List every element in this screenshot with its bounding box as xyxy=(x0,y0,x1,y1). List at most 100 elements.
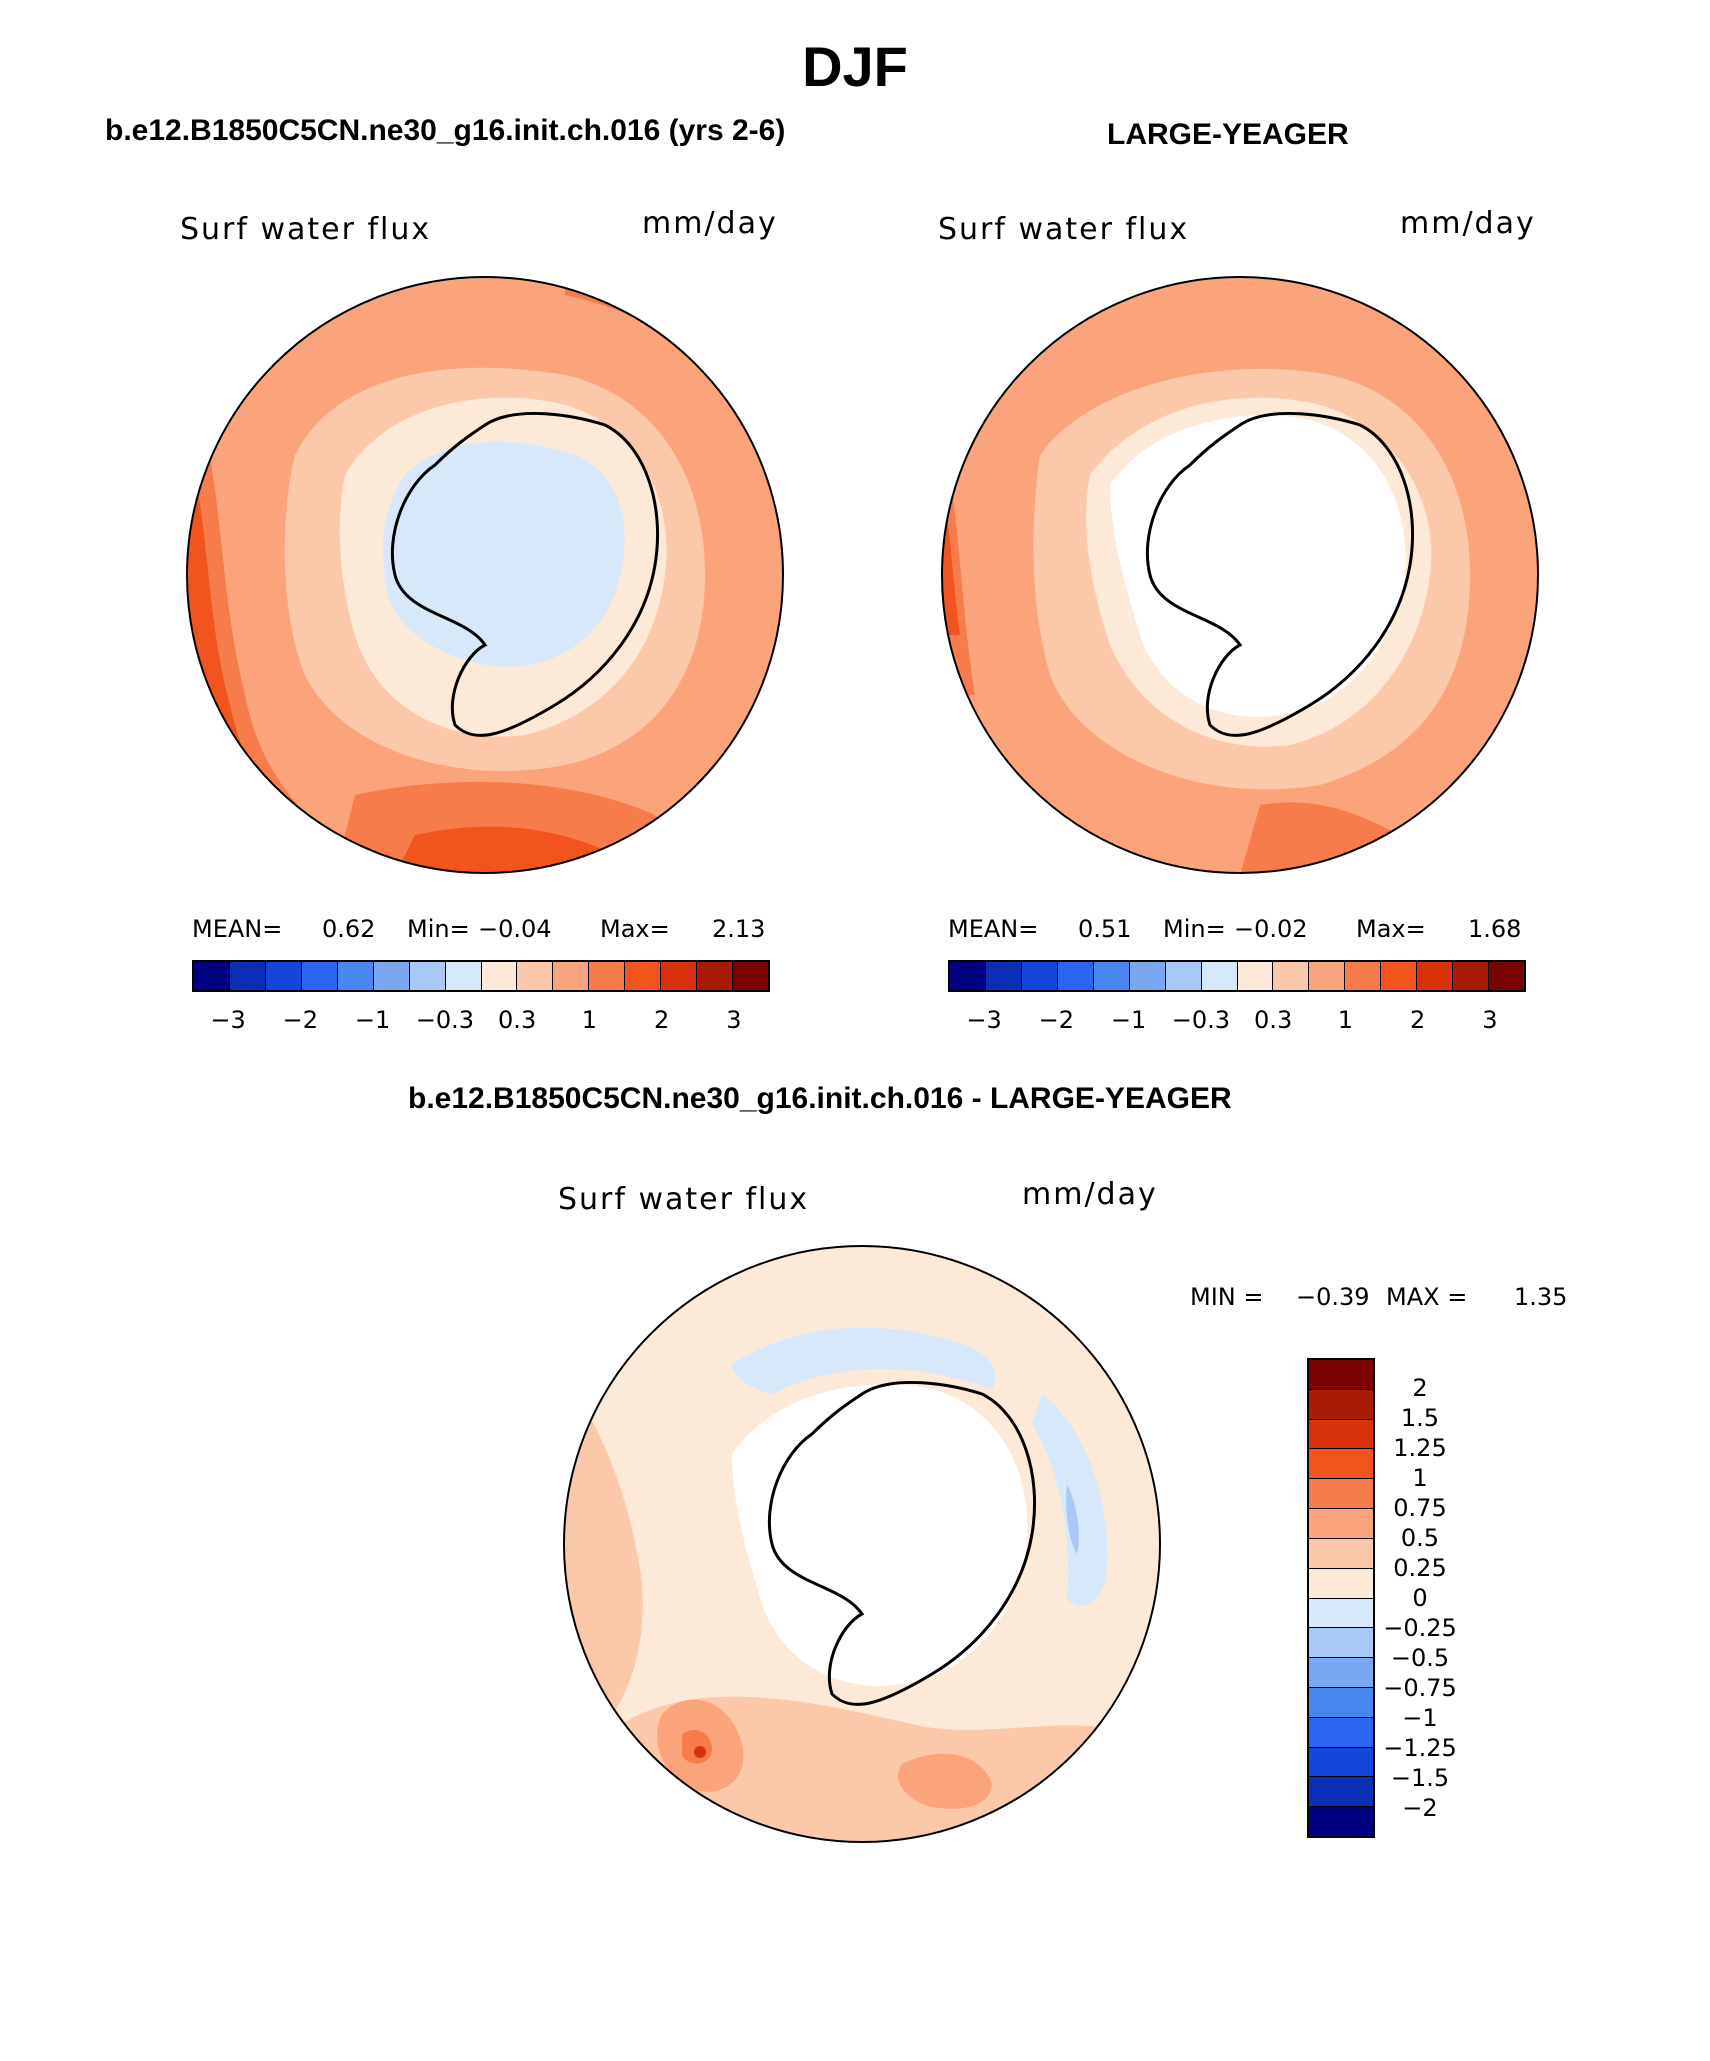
colorbar-tick-label: 0.75 xyxy=(1393,1494,1447,1522)
colorbar-tick-label: 1.25 xyxy=(1393,1434,1447,1462)
colorbar-tick-label: 0.5 xyxy=(1400,1524,1440,1552)
diff-stats-max: 1.35 xyxy=(1514,1283,1568,1311)
colorbar-box-5 xyxy=(1129,962,1166,990)
colorbar-box-3 xyxy=(1057,962,1094,990)
colorbar-tick-label: −2 xyxy=(282,1006,319,1034)
right-polar-map xyxy=(941,276,1539,874)
colorbar-tick-label: 0.3 xyxy=(498,1006,537,1034)
colorbar-box-8 xyxy=(1309,1598,1373,1629)
colorbar-tick-label: −1.5 xyxy=(1390,1764,1450,1792)
left-stats-max: 2.13 xyxy=(712,915,766,943)
colorbar-box-9 xyxy=(1273,962,1310,990)
colorbar-tick-label: −0.3 xyxy=(1171,1006,1231,1034)
colorbar-box-13 xyxy=(1309,1747,1373,1778)
colorbar-box-14 xyxy=(697,962,734,990)
left-units-label: mm/day xyxy=(642,206,778,241)
right-stats-max-label: Max= xyxy=(1356,915,1426,943)
colorbar-box-4 xyxy=(1093,962,1130,990)
colorbar-tick-label: 1 xyxy=(1412,1464,1428,1492)
left-stats-min: −0.04 xyxy=(478,915,552,943)
colorbar-tick-label: 1 xyxy=(581,1006,598,1034)
left-stats-min-label: Min= xyxy=(407,915,470,943)
left-colorbar xyxy=(192,960,770,992)
colorbar-tick-label: 2 xyxy=(1409,1006,1426,1034)
colorbar-box-6 xyxy=(409,962,446,990)
colorbar-tick-label: −0.5 xyxy=(1390,1644,1450,1672)
colorbar-box-11 xyxy=(589,962,626,990)
colorbar-box-10 xyxy=(1309,962,1346,990)
colorbar-box-15 xyxy=(733,962,768,990)
colorbar-box-7 xyxy=(445,962,482,990)
colorbar-box-0 xyxy=(950,962,986,990)
colorbar-box-12 xyxy=(1381,962,1418,990)
left-polar-map xyxy=(186,276,784,874)
colorbar-tick-label: 0 xyxy=(1412,1584,1428,1612)
colorbar-tick-label: −1.25 xyxy=(1383,1734,1457,1762)
colorbar-tick-label: −0.75 xyxy=(1383,1674,1457,1702)
diff-panel-title: b.e12.B1850C5CN.ne30_g16.init.ch.016 - L… xyxy=(408,1082,1232,1115)
left-stats-mean: 0.62 xyxy=(322,915,376,943)
colorbar-box-9 xyxy=(517,962,554,990)
colorbar-box-3 xyxy=(301,962,338,990)
colorbar-tick-label: −0.25 xyxy=(1383,1614,1457,1642)
colorbar-box-15 xyxy=(1309,1807,1373,1836)
colorbar-tick-label: −3 xyxy=(966,1006,1002,1034)
colorbar-box-1 xyxy=(985,962,1022,990)
colorbar-box-11 xyxy=(1345,962,1382,990)
colorbar-box-9 xyxy=(1309,1628,1373,1659)
colorbar-tick-label: −1 xyxy=(1110,1006,1147,1034)
colorbar-box-13 xyxy=(1417,962,1454,990)
diff-stats-min-label: MIN = xyxy=(1190,1283,1264,1311)
diff-variable-label: Surf water flux xyxy=(558,1182,810,1217)
colorbar-box-14 xyxy=(1453,962,1490,990)
colorbar-box-1 xyxy=(1309,1389,1373,1420)
diff-units-label: mm/day xyxy=(1022,1177,1158,1212)
colorbar-tick-label: 2 xyxy=(1412,1374,1428,1402)
colorbar-tick-label: −2 xyxy=(1038,1006,1075,1034)
colorbar-box-14 xyxy=(1309,1777,1373,1808)
colorbar-box-12 xyxy=(625,962,662,990)
colorbar-box-8 xyxy=(481,962,518,990)
colorbar-box-10 xyxy=(553,962,590,990)
colorbar-tick-label: 0.3 xyxy=(1254,1006,1293,1034)
colorbar-box-6 xyxy=(1165,962,1202,990)
colorbar-box-4 xyxy=(1309,1479,1373,1510)
left-panel-title: b.e12.B1850C5CN.ne30_g16.init.ch.016 (yr… xyxy=(105,114,786,147)
right-stats-min-label: Min= xyxy=(1163,915,1226,943)
colorbar-tick-label: 1.5 xyxy=(1400,1404,1440,1432)
colorbar-box-13 xyxy=(661,962,698,990)
colorbar-tick-label: −2 xyxy=(1402,1794,1438,1822)
colorbar-tick-label: 3 xyxy=(1482,1006,1498,1034)
colorbar-box-1 xyxy=(229,962,266,990)
diff-stats-max-label: MAX = xyxy=(1386,1283,1468,1311)
right-stats-min: −0.02 xyxy=(1234,915,1308,943)
colorbar-tick-label: 0.25 xyxy=(1393,1554,1447,1582)
colorbar-tick-label: −1 xyxy=(354,1006,391,1034)
left-variable-label: Surf water flux xyxy=(180,212,432,247)
left-stats-max-label: Max= xyxy=(600,915,670,943)
colorbar-box-10 xyxy=(1309,1658,1373,1688)
colorbar-tick-label: 2 xyxy=(653,1006,670,1034)
right-variable-label: Surf water flux xyxy=(938,212,1190,247)
colorbar-box-0 xyxy=(1309,1360,1373,1390)
main-title: DJF xyxy=(802,35,908,98)
colorbar-box-11 xyxy=(1309,1687,1373,1718)
colorbar-box-2 xyxy=(265,962,302,990)
colorbar-box-15 xyxy=(1489,962,1524,990)
right-stats-max: 1.68 xyxy=(1468,915,1522,943)
colorbar-box-7 xyxy=(1309,1568,1373,1599)
colorbar-box-4 xyxy=(337,962,374,990)
left-stats-mean-label: MEAN= xyxy=(192,915,283,943)
colorbar-box-5 xyxy=(1309,1509,1373,1539)
right-units-label: mm/day xyxy=(1400,206,1536,241)
right-stats-mean: 0.51 xyxy=(1078,915,1132,943)
diff-stats-min: −0.39 xyxy=(1296,1283,1370,1311)
diff-polar-map xyxy=(563,1245,1161,1843)
right-colorbar xyxy=(948,960,1526,992)
colorbar-box-2 xyxy=(1309,1419,1373,1450)
colorbar-box-2 xyxy=(1021,962,1058,990)
colorbar-tick-label: −1 xyxy=(1402,1704,1438,1732)
colorbar-tick-label: 3 xyxy=(726,1006,742,1034)
colorbar-box-12 xyxy=(1309,1717,1373,1748)
diff-colorbar xyxy=(1307,1358,1375,1838)
